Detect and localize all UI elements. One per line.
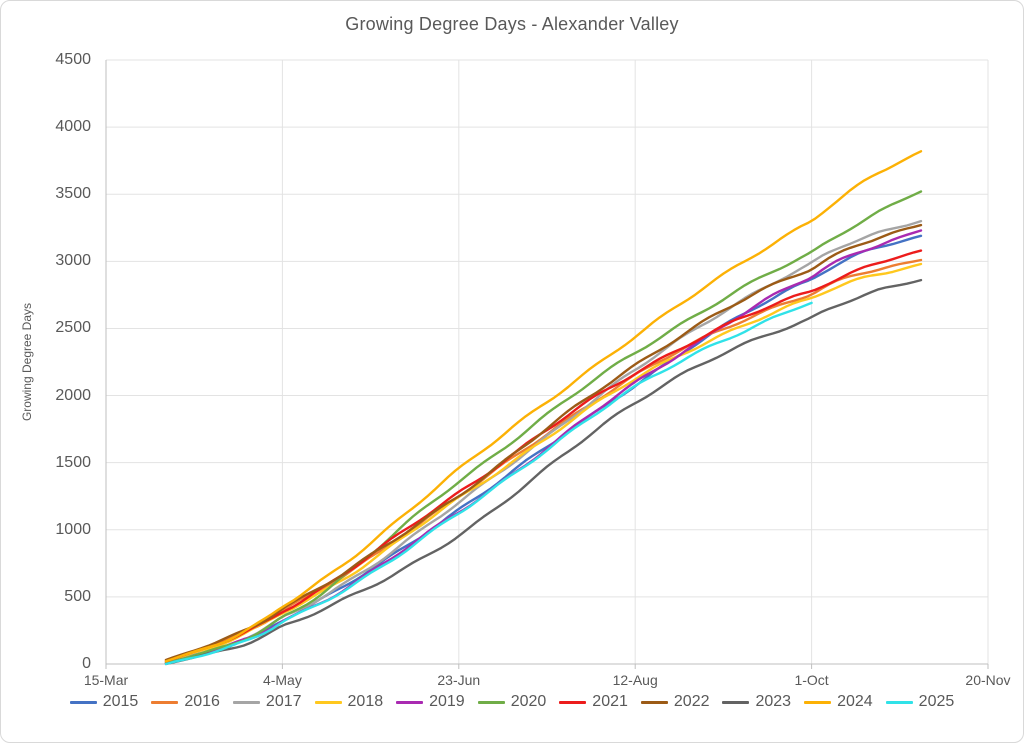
legend-label: 2023: [755, 693, 792, 710]
legend-line-swatch: [232, 700, 260, 704]
y-tick-label: 4500: [55, 51, 91, 68]
legend-label: 2021: [592, 693, 628, 710]
legend-item-2020[interactable]: 2020: [477, 693, 547, 711]
y-tick-label: 4000: [55, 118, 91, 136]
legend-item-2015[interactable]: 2015: [69, 693, 139, 711]
legend-label: 2018: [347, 693, 384, 710]
legend-label: 2017: [265, 693, 302, 710]
legend-line-swatch: [885, 700, 913, 704]
legend-item-2025[interactable]: 2025: [885, 693, 955, 711]
legend-line-swatch: [477, 700, 505, 704]
legend-line-swatch: [396, 700, 424, 704]
y-tick-label: 1000: [55, 520, 91, 538]
series-line-2025[interactable]: [164, 301, 813, 666]
y-tick-label: 3500: [55, 185, 91, 203]
legend-line-swatch: [151, 700, 179, 704]
legend-item-2021[interactable]: 2021: [559, 693, 628, 711]
legend-label: 2016: [184, 693, 220, 710]
legend-label: 2019: [429, 693, 465, 710]
series-line-2024[interactable]: [164, 150, 923, 663]
legend-label: 2015: [102, 693, 139, 710]
y-tick-label: 1500: [55, 453, 91, 471]
legend-line-swatch: [314, 700, 342, 704]
series-line-2018[interactable]: [164, 262, 923, 663]
legend-item-2024[interactable]: 2024: [804, 693, 873, 711]
series-line-2022[interactable]: [164, 223, 923, 662]
series-line-2023[interactable]: [164, 278, 923, 666]
legend-label: 2025: [918, 693, 955, 710]
series-line-2021[interactable]: [164, 249, 923, 663]
legend-label: 2022: [673, 693, 710, 710]
legend-line-swatch: [722, 700, 750, 704]
y-tick-label: 0: [82, 655, 91, 672]
legend-line-swatch: [559, 700, 587, 704]
legend-item-2022[interactable]: 2022: [640, 693, 710, 711]
legend-label: 2024: [837, 693, 873, 710]
legend-line-swatch: [804, 700, 832, 704]
y-tick-label: 2000: [55, 386, 91, 404]
y-tick-label: 500: [64, 587, 91, 605]
x-tick-label: 20-Nov: [965, 672, 1011, 688]
legend-item-2017[interactable]: 2017: [232, 693, 302, 711]
y-tick-label: 2500: [55, 319, 91, 337]
legend-item-2018[interactable]: 2018: [314, 693, 384, 711]
x-tick-label: 23-Jun: [437, 672, 481, 688]
series-line-2020[interactable]: [164, 190, 923, 665]
legend: 2015 2016 2017 2018 2019 2020 2021 2022 2023 2024…: [1, 693, 1023, 711]
legend-label: 2020: [510, 693, 547, 710]
legend-item-2023[interactable]: 2023: [722, 693, 791, 711]
y-tick-label: 3000: [55, 252, 91, 270]
x-tick-label: 1-Oct: [794, 672, 829, 688]
x-tick-label: 12-Aug: [612, 672, 658, 688]
legend-item-2019[interactable]: 2019: [396, 693, 465, 711]
x-tick-label: 4-May: [262, 672, 302, 688]
legend-line-swatch: [640, 700, 668, 704]
legend-line-swatch: [69, 700, 97, 704]
legend-item-2016[interactable]: 2016: [151, 693, 220, 711]
x-tick-label: 15-Mar: [83, 672, 129, 688]
chart-title: Growing Degree Days - Alexander Valley: [345, 14, 679, 34]
